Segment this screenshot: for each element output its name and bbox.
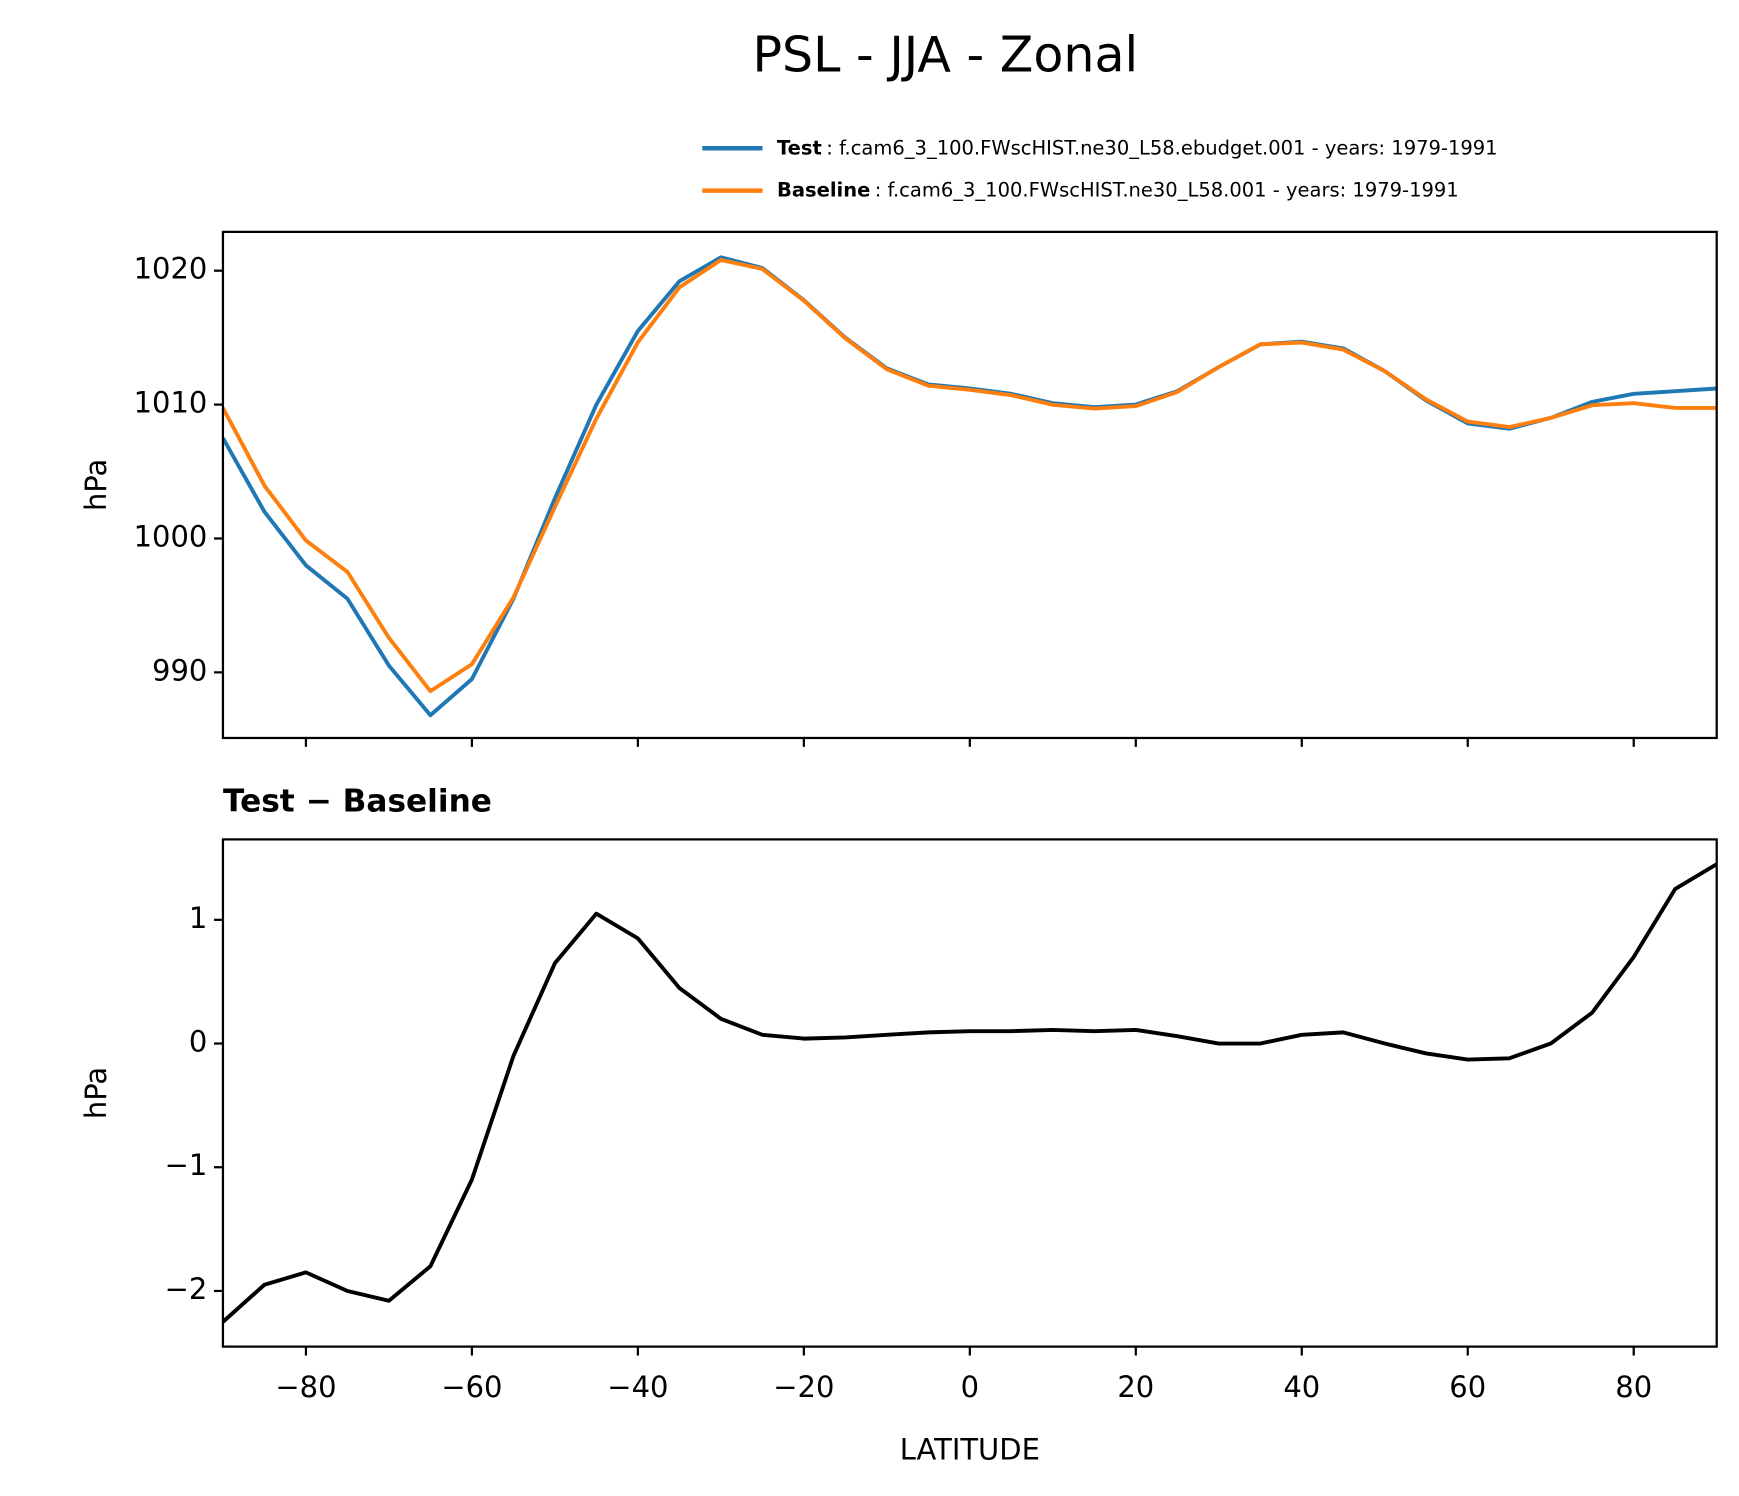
subplot-title: Test − Baseline (223, 784, 492, 820)
y-tick-label: 1020 (134, 252, 208, 286)
legend-description: : f.cam6_3_100.FWscHIST.ne30_L58.ebudget… (826, 136, 1497, 159)
x-tick-label: 80 (1615, 1370, 1652, 1404)
y-axis-label: hPa (79, 459, 113, 511)
x-tick-label: −60 (441, 1370, 502, 1404)
data-line (222, 258, 1717, 694)
y-tick-label: −2 (165, 1272, 208, 1306)
axes-frame (221, 230, 1718, 740)
x-axis-label: LATITUDE (900, 1432, 1040, 1466)
x-tick-label: −20 (773, 1370, 834, 1404)
data-line (222, 255, 1717, 718)
axes-frame (221, 838, 1718, 1348)
y-tick-label: 1000 (134, 519, 208, 553)
legend-label: Baseline: f.cam6_3_100.FWscHIST.ne30_L58… (777, 178, 1459, 201)
data-line (222, 862, 1717, 1324)
figure-title: PSL - JJA - Zonal (752, 25, 1138, 83)
legend-description: : f.cam6_3_100.FWscHIST.ne30_L58.001 - y… (875, 178, 1459, 201)
x-tick-label: 60 (1449, 1370, 1486, 1404)
y-axis-label: hPa (79, 1067, 113, 1119)
y-tick-label: −1 (165, 1148, 208, 1182)
y-tick-label: 990 (152, 653, 207, 687)
x-tick-label: 0 (961, 1370, 979, 1404)
x-tick-label: −40 (607, 1370, 668, 1404)
y-tick-label: 1010 (134, 386, 208, 420)
legend-name: Baseline (777, 178, 870, 201)
x-tick-label: 40 (1283, 1370, 1320, 1404)
x-tick-label: −80 (275, 1370, 336, 1404)
legend-name: Test (777, 136, 822, 159)
x-tick-label: 20 (1117, 1370, 1154, 1404)
y-tick-label: 1 (189, 901, 207, 935)
y-tick-label: 0 (189, 1025, 207, 1059)
legend-label: Test: f.cam6_3_100.FWscHIST.ne30_L58.ebu… (777, 136, 1498, 159)
